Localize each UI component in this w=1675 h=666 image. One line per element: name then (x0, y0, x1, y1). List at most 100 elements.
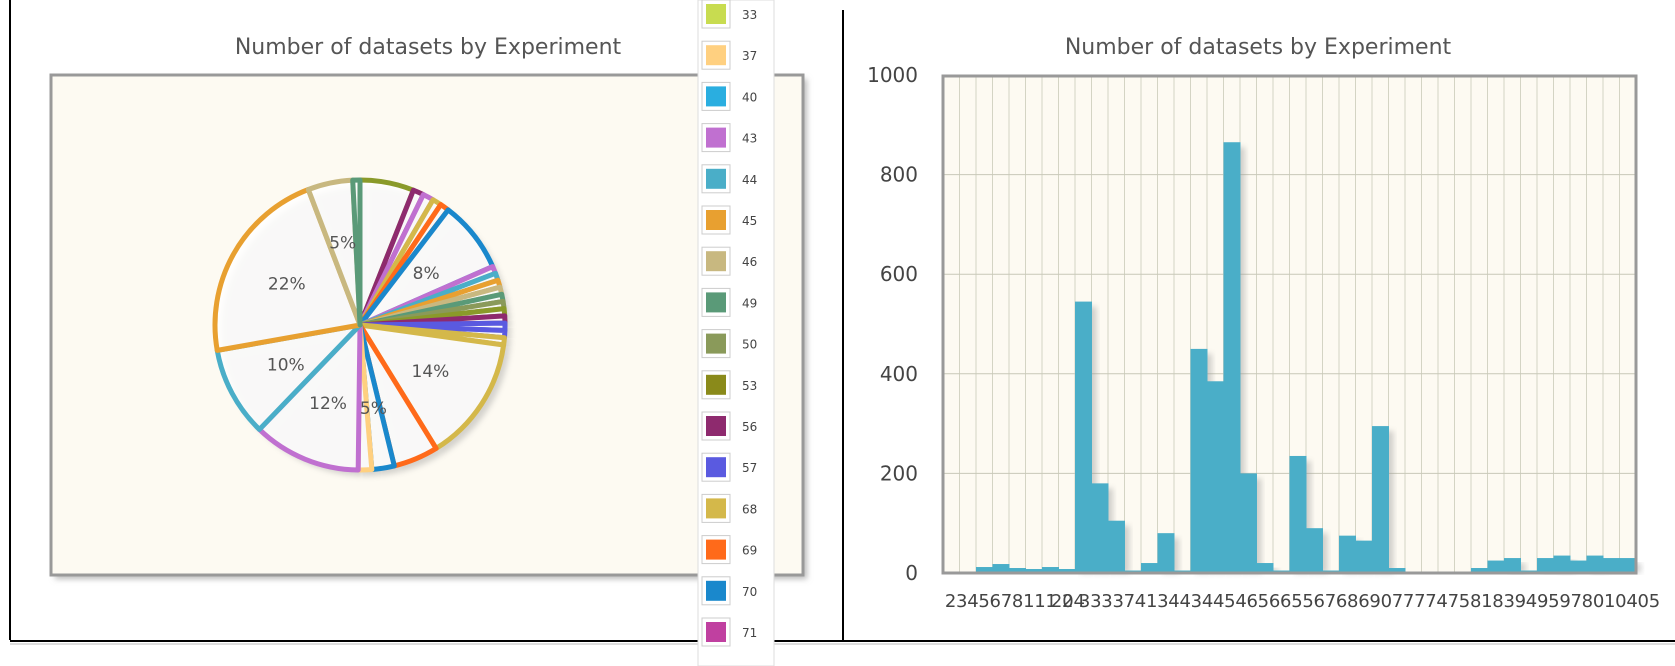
bar-45[interactable] (1223, 142, 1241, 574)
pie-slice[interactable] (357, 322, 507, 451)
bar-4[interactable] (976, 567, 993, 573)
legend-label: 70 (742, 585, 757, 599)
x-tick-label: 1 (1034, 591, 1045, 612)
bar-12[interactable] (1058, 569, 1076, 573)
legend-item-33[interactable]: 33 (701, 0, 757, 29)
legend-label: 44 (742, 173, 757, 187)
bar-69[interactable] (1355, 540, 1373, 573)
bar-81[interactable] (1487, 560, 1505, 573)
legend-item-50[interactable]: 50 (701, 329, 757, 359)
x-tick-label: 5 (1302, 591, 1313, 612)
legend-swatch (706, 168, 726, 189)
pie-slice[interactable] (350, 177, 363, 328)
legend-item-40[interactable]: 40 (701, 81, 757, 111)
bar-70[interactable] (1372, 426, 1389, 573)
x-tick-label: 9 (1537, 591, 1548, 612)
legend: 33 37 40 43 44 45 46 49 50 53 56 57 68 69 70 71 (697, 0, 775, 666)
legend-swatch (706, 622, 726, 642)
x-tick-label: 4 (1213, 591, 1224, 612)
legend-item-57[interactable]: 57 (701, 452, 757, 482)
bar-100[interactable] (1586, 555, 1604, 573)
legend-item-46[interactable]: 46 (701, 246, 757, 276)
bar-43[interactable] (1190, 348, 1208, 573)
bar-5[interactable] (992, 564, 1010, 573)
legend-item-49[interactable]: 49 (701, 287, 757, 317)
pie-slice-label: 12% (309, 394, 347, 414)
x-tick-label: 0 (1615, 591, 1626, 612)
legend-item-68[interactable]: 68 (701, 493, 757, 523)
legend-item-70[interactable]: 70 (701, 576, 757, 606)
y-tick-label: 0 (905, 561, 918, 585)
x-tick-label: 6 (990, 591, 1001, 612)
bar-49[interactable] (1256, 563, 1274, 573)
legend-item-43[interactable]: 43 (701, 123, 757, 153)
legend-label: 68 (742, 502, 757, 516)
bar-56[interactable] (1306, 528, 1323, 573)
legend-item-37[interactable]: 37 (701, 40, 757, 70)
bar-98[interactable] (1570, 560, 1587, 573)
x-tick-label: 4 (1202, 591, 1213, 612)
bar-21[interactable] (1108, 520, 1125, 573)
x-tick-label: 3 (1503, 591, 1514, 612)
x-tick-label: 2 (945, 591, 956, 612)
legend-swatch (706, 127, 726, 148)
bar-68[interactable] (1339, 535, 1356, 573)
bar-46[interactable] (1240, 473, 1257, 573)
legend-swatch (706, 498, 726, 519)
pie-slice-label: 10% (267, 356, 305, 376)
x-tick-label: 0 (1593, 591, 1604, 612)
x-tick-label: 4 (1179, 591, 1190, 612)
legend-swatch (706, 251, 726, 272)
legend-label: 40 (742, 90, 757, 104)
bar-33[interactable] (1141, 563, 1158, 573)
x-tick-label: 3 (1079, 591, 1090, 612)
pie-chart-title: Number of datasets by Experiment (235, 35, 622, 60)
x-tick-label: 8 (1492, 591, 1503, 612)
pie-slice[interactable] (256, 322, 363, 473)
bar-44[interactable] (1207, 381, 1224, 573)
x-tick-label: 8 (1470, 591, 1481, 612)
legend-item-44[interactable]: 44 (701, 164, 757, 194)
bar-37[interactable] (1157, 533, 1175, 573)
bar-95[interactable] (1537, 558, 1554, 573)
bar-7[interactable] (1025, 569, 1043, 573)
x-tick-label: 7 (1403, 591, 1414, 612)
x-tick-label: 5 (1548, 591, 1559, 612)
legend-item-56[interactable]: 56 (701, 411, 757, 441)
bar-71[interactable] (1388, 568, 1406, 573)
x-tick-label: 6 (1247, 591, 1258, 612)
legend-item-53[interactable]: 53 (701, 370, 757, 400)
legend-swatch (706, 333, 726, 354)
bar-105[interactable] (1619, 558, 1637, 573)
pie-slice[interactable] (212, 187, 363, 353)
x-tick-label: 8 (1347, 591, 1358, 612)
x-tick-label: 4 (1626, 591, 1637, 612)
x-tick-label: 1 (1045, 591, 1056, 612)
pie-slice-label: 14% (412, 362, 450, 382)
y-tick-label: 400 (880, 362, 918, 386)
bar-53[interactable] (1289, 455, 1307, 573)
x-tick-label: 5 (978, 591, 989, 612)
x-tick-label: 1 (1481, 591, 1492, 612)
legend-item-69[interactable]: 69 (701, 535, 757, 565)
bar-83[interactable] (1504, 558, 1521, 573)
legend-swatch (706, 416, 726, 436)
y-tick-label: 800 (880, 163, 918, 187)
pie-chart: Number of datasets by Experiment 8% 14% 5%… (49, 35, 807, 579)
x-tick-label: 5 (1649, 591, 1660, 612)
bar-17[interactable] (1075, 301, 1092, 573)
bar-104[interactable] (1603, 558, 1620, 573)
legend-swatch (706, 539, 726, 560)
x-tick-label: 3 (1101, 591, 1112, 612)
legend-item-71[interactable]: 71 (701, 617, 757, 647)
bar-20[interactable] (1091, 483, 1109, 573)
pie-slice[interactable] (214, 322, 363, 432)
x-tick-label: 7 (1448, 591, 1459, 612)
x-tick-label: 1 (1604, 591, 1615, 612)
x-tick-label: 3 (1090, 591, 1101, 612)
bar-76[interactable] (1471, 568, 1488, 573)
bar-6[interactable] (1009, 568, 1026, 573)
bar-8[interactable] (1042, 567, 1059, 573)
bar-97[interactable] (1553, 555, 1571, 573)
legend-item-45[interactable]: 45 (701, 205, 757, 235)
